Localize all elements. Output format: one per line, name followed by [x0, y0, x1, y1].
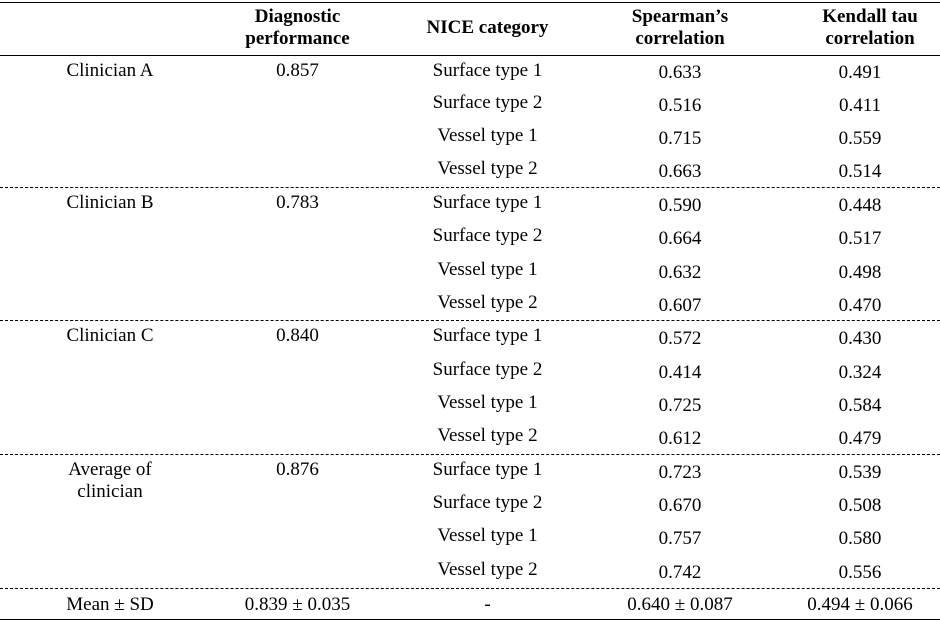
spearman-value: 0.663 [658, 161, 702, 182]
clinician-label: Clinician A [66, 60, 154, 81]
nice-category: Surface type 2 [432, 359, 543, 380]
nice-category: Vessel type 2 [437, 559, 538, 580]
clinician-label: Clinician B [66, 192, 154, 213]
nice-category: Surface type 2 [432, 92, 543, 113]
nice-category: Surface type 1 [432, 325, 543, 346]
nice-category: Vessel type 2 [437, 292, 538, 313]
nice-category: Surface type 2 [432, 225, 543, 246]
spearman-value: 0.725 [658, 395, 702, 416]
kendall-value: 0.479 [838, 428, 882, 449]
nice-category: Surface type 1 [432, 192, 543, 213]
spearman-value: 0.670 [658, 495, 702, 516]
spearman-value: 0.612 [658, 428, 702, 449]
spearman-value: 0.607 [658, 295, 702, 316]
kendall-value: 0.508 [838, 495, 882, 516]
nice-category: Surface type 1 [432, 60, 543, 81]
kendall-value: 0.514 [838, 161, 882, 182]
spearman-value: 0.723 [658, 462, 702, 483]
nice-category: Surface type 1 [432, 459, 543, 480]
kendall-value: 0.559 [838, 128, 882, 149]
group-divider [0, 187, 940, 188]
kendall-value: 0.448 [838, 195, 882, 216]
kendall-value: 0.517 [838, 228, 882, 249]
diagnostic-value: 0.783 [276, 192, 319, 213]
nice-category: Vessel type 1 [437, 259, 538, 280]
summary-nice: - [484, 594, 491, 615]
clinician-label: Clinician C [66, 325, 154, 346]
diagnostic-value: 0.857 [276, 60, 319, 81]
header-rule [0, 55, 940, 56]
header-nice-category: NICE category [426, 17, 549, 38]
spearman-value: 0.516 [658, 95, 702, 116]
kendall-value: 0.470 [838, 295, 882, 316]
nice-category: Vessel type 1 [437, 125, 538, 146]
spearman-value: 0.742 [658, 562, 702, 583]
kendall-value: 0.430 [838, 328, 882, 349]
kendall-value: 0.324 [838, 362, 882, 383]
summary-diagnostic: 0.839 ± 0.035 [244, 594, 351, 615]
header-kendall-tau-correlation: Kendall tau correlation [822, 6, 918, 49]
summary-label: Mean ± SD [66, 594, 154, 615]
kendall-value: 0.556 [838, 562, 882, 583]
nice-category: Vessel type 1 [437, 392, 538, 413]
spearman-value: 0.632 [658, 262, 702, 283]
spearman-value: 0.664 [658, 228, 702, 249]
spearman-value: 0.715 [658, 128, 702, 149]
nice-category: Vessel type 2 [437, 425, 538, 446]
spearman-value: 0.414 [658, 362, 702, 383]
kendall-value: 0.584 [838, 395, 882, 416]
summary-spearman: 0.640 ± 0.087 [627, 594, 733, 615]
diagnostic-value: 0.840 [276, 325, 319, 346]
spearman-value: 0.572 [658, 328, 702, 349]
kendall-value: 0.498 [838, 262, 882, 283]
spearman-value: 0.633 [658, 62, 702, 83]
diagnostic-value: 0.876 [276, 459, 319, 480]
summary-kendall: 0.494 ± 0.066 [807, 594, 913, 615]
group-divider [0, 588, 940, 589]
nice-category: Vessel type 2 [437, 158, 538, 179]
table-bottom-rule [0, 619, 940, 620]
spearman-value: 0.757 [658, 528, 702, 549]
nice-category: Vessel type 1 [437, 525, 538, 546]
nice-category: Surface type 2 [432, 492, 543, 513]
group-divider [0, 320, 940, 321]
spearman-value: 0.590 [658, 195, 702, 216]
kendall-value: 0.539 [838, 462, 882, 483]
table-top-rule [0, 2, 940, 3]
header-diagnostic-performance: Diagnostic performance [245, 6, 350, 49]
kendall-value: 0.491 [838, 62, 882, 83]
kendall-value: 0.411 [838, 95, 882, 116]
group-divider [0, 454, 940, 455]
clinician-label: Average of clinician [68, 459, 152, 502]
header-spearman-correlation: Spearman’s correlation [631, 6, 729, 49]
kendall-value: 0.580 [838, 528, 882, 549]
